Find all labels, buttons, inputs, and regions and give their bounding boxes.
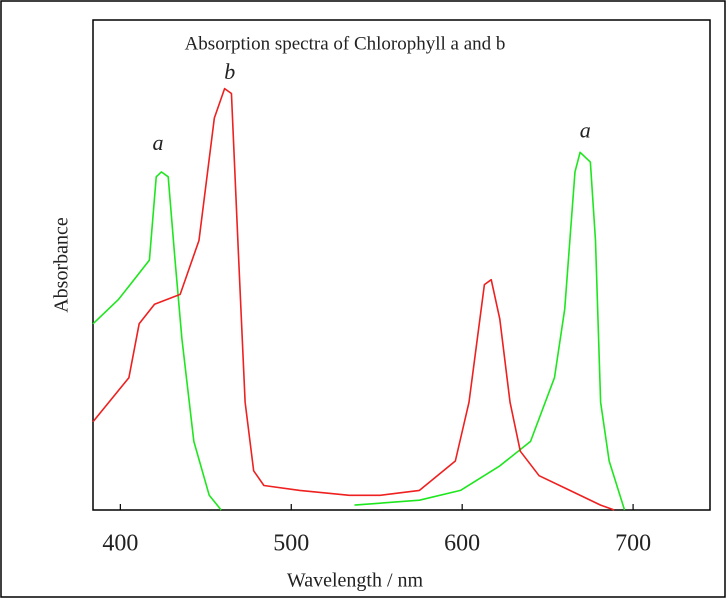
x-axis-label: Wavelength / nm	[287, 570, 424, 592]
x-tick-label: 500	[273, 531, 309, 557]
x-tick-label: 600	[444, 531, 480, 557]
series-line	[92, 87, 615, 511]
annotation: a	[580, 118, 591, 143]
x-tick-label: 700	[615, 531, 651, 557]
chart-title: Absorption spectra of Chlorophyll a and …	[185, 33, 506, 54]
plot-area	[92, 19, 711, 511]
y-axis-label: Absorbance	[51, 217, 73, 313]
x-tick-label: 400	[102, 531, 138, 557]
annotation: b	[224, 59, 235, 84]
annotation: a	[152, 130, 163, 155]
series-line	[92, 151, 626, 511]
